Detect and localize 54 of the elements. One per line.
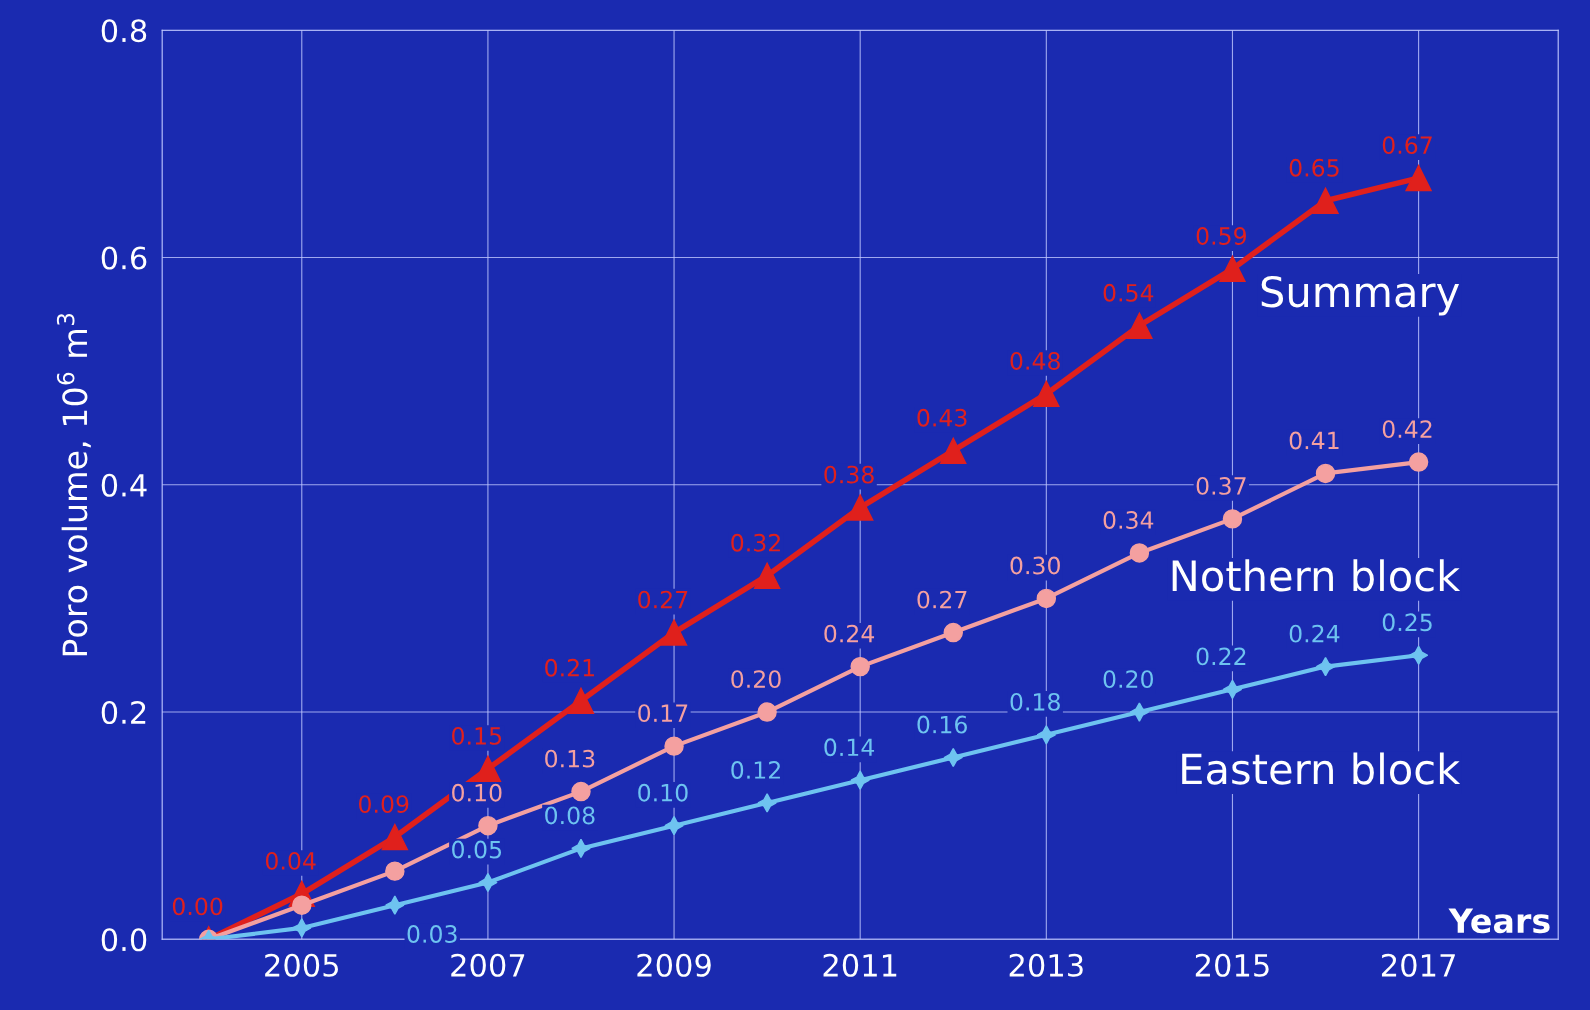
data-label: 0.05: [452, 840, 502, 859]
data-label: 0.08: [545, 806, 595, 825]
x-tick-label: 2011: [823, 953, 897, 977]
series-label: Nothern block: [1172, 559, 1461, 592]
y-tick-label: 0.6: [101, 246, 147, 270]
data-label: 0.48: [1010, 352, 1060, 370]
x-tick-label: 2017: [1381, 953, 1455, 977]
series-label: Eastern block: [1182, 752, 1461, 785]
data-label: 0.21: [545, 658, 594, 677]
x-tick-label: 2005: [265, 953, 338, 977]
data-label: 0.10: [452, 783, 502, 802]
series-label: Summary: [1261, 275, 1460, 316]
data-label: 0.14: [824, 738, 875, 757]
data-label: 0.18: [1010, 692, 1060, 711]
data-label: 0.30: [1010, 556, 1060, 575]
data-label: 0.59: [1196, 227, 1246, 245]
data-label: 0.09: [359, 795, 409, 814]
data-label: 0.00: [172, 897, 223, 916]
data-label: 0.13: [545, 749, 595, 768]
x-axis-title: Years: [1448, 908, 1550, 934]
data-label: 0.27: [917, 590, 967, 609]
data-label: 0.38: [824, 465, 874, 484]
data-label: 0.41: [1289, 431, 1339, 450]
data-label: 0.34: [1103, 511, 1154, 529]
data-label: 0.67: [1382, 136, 1432, 154]
data-label: 0.15: [452, 726, 502, 745]
y-tick-label: 0.4: [101, 473, 147, 497]
data-label: 0.20: [1103, 670, 1153, 689]
x-tick-label: 2015: [1195, 953, 1269, 977]
data-label: 0.04: [265, 851, 316, 870]
x-tick-label: 2007: [451, 953, 525, 977]
data-label: 0.25: [1382, 613, 1432, 632]
y-tick-label: 0.8: [101, 19, 147, 43]
y-tick-label: 0.0: [101, 928, 147, 952]
data-label: 0.20: [731, 670, 781, 689]
data-label: 0.32: [731, 533, 780, 552]
data-label: 0.37: [1196, 477, 1246, 495]
data-label: 0.54: [1103, 283, 1154, 302]
data-label: 0.10: [638, 783, 688, 802]
y-axis-title: Poro volume, 10$^{6}$ m$^{3}$: [56, 313, 91, 656]
data-label: 0.24: [1289, 624, 1340, 643]
x-tick-label: 2013: [1009, 953, 1083, 977]
data-label: 0.24: [824, 624, 875, 643]
data-label: 0.03: [407, 925, 457, 943]
data-label: 0.27: [638, 590, 688, 609]
y-tick-label: 0.2: [101, 700, 146, 725]
data-label: 0.12: [731, 761, 780, 779]
data-label: 0.17: [638, 704, 688, 723]
data-label: 0.42: [1382, 420, 1432, 439]
data-label: 0.65: [1289, 158, 1339, 177]
data-label: 0.16: [917, 715, 967, 734]
x-tick-label: 2009: [637, 953, 711, 977]
data-label: 0.43: [917, 408, 967, 427]
data-label: 0.22: [1196, 647, 1246, 666]
